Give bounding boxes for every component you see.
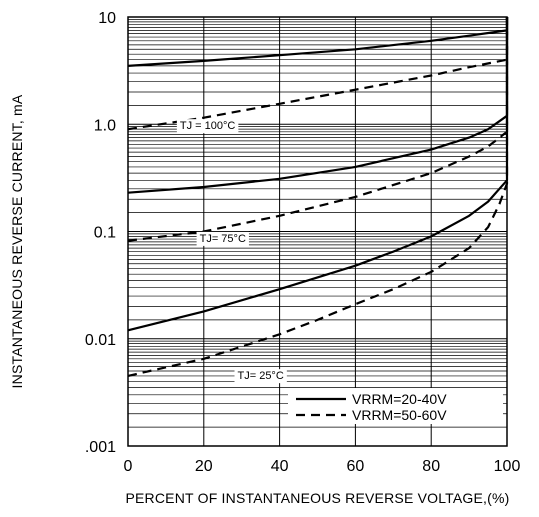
curve-label: TJ= 75°C — [200, 233, 246, 245]
series-lines — [127, 17, 509, 377]
x-tick-labels: 0 20 40 60 80 100 — [124, 458, 521, 475]
y-axis-title: INSTANTANEOUS REVERSE CURRENT, mA — [9, 94, 25, 388]
y-tick-label: 1.0 — [94, 117, 116, 134]
x-tick-label: 40 — [271, 458, 289, 475]
series-line-dashed — [127, 17, 509, 131]
x-tick-label: 0 — [124, 458, 133, 475]
curve-label-background — [176, 119, 239, 134]
curve-label: TJ = 100°C — [180, 120, 236, 132]
curve-label-background — [234, 369, 287, 384]
curve-label: TJ= 25°C — [238, 370, 284, 382]
x-tick-label: 60 — [347, 458, 365, 475]
legend-label: VRRM=20-40V — [352, 391, 447, 407]
y-tick-label: .001 — [85, 439, 116, 456]
series-line-solid — [127, 17, 509, 67]
y-tick-label: 10 — [98, 10, 116, 27]
series-line-solid — [127, 17, 509, 332]
series-line-solid — [127, 17, 509, 194]
series-line-dashed — [127, 17, 509, 242]
y-tick-label: 0.01 — [85, 332, 116, 349]
x-tick-label: 20 — [195, 458, 213, 475]
grid — [128, 17, 507, 446]
legend-background — [288, 388, 503, 424]
annotations: TJ = 100°C TJ= 75°C TJ= 25°C — [176, 119, 287, 384]
x-tick-label: 100 — [494, 458, 521, 475]
y-tick-labels: .001 0.01 0.1 1.0 10 — [85, 10, 116, 456]
legend-label: VRRM=50-60V — [352, 407, 447, 423]
plot-frame — [127, 16, 508, 447]
x-tick-label: 80 — [422, 458, 440, 475]
curve-label-background — [196, 231, 249, 246]
y-tick-label: 0.1 — [94, 225, 116, 242]
series-line-dashed — [127, 17, 509, 377]
x-axis-title: PERCENT OF INSTANTANEOUS REVERSE VOLTAGE… — [125, 490, 509, 506]
